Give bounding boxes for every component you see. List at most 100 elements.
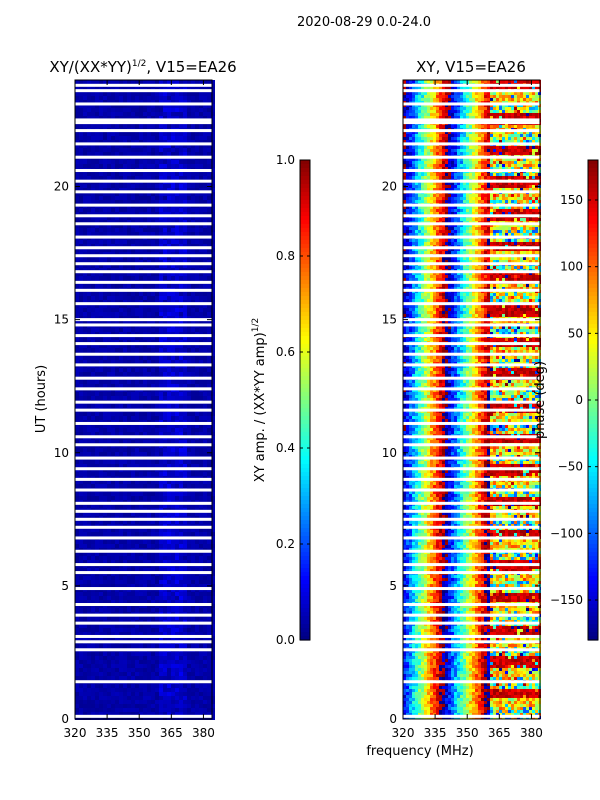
- amplitude-cell: [159, 328, 163, 332]
- amplitude-cell: [155, 396, 159, 400]
- amplitude-cell: [207, 496, 211, 500]
- amplitude-cell: [87, 164, 91, 168]
- amplitude-cell: [75, 592, 79, 596]
- amplitude-cell: [151, 152, 155, 156]
- amplitude-cell: [195, 152, 199, 156]
- amplitude-cell: [127, 312, 131, 316]
- amplitude-cell: [183, 496, 187, 500]
- amplitude-cell: [95, 560, 99, 564]
- amplitude-cell: [79, 448, 83, 452]
- amplitude-cell: [163, 356, 167, 360]
- amplitude-cell: [199, 208, 203, 212]
- amplitude-cell: [155, 116, 159, 120]
- amplitude-cell: [107, 624, 111, 628]
- amplitude-cell: [87, 220, 91, 224]
- amplitude-cell: [143, 336, 147, 340]
- amplitude-cell: [143, 512, 147, 516]
- amplitude-cell: [199, 628, 203, 632]
- amplitude-cell: [195, 124, 199, 128]
- amplitude-cell: [75, 112, 79, 116]
- amplitude-cell: [91, 504, 95, 508]
- amplitude-cell: [127, 240, 131, 244]
- amplitude-cell: [99, 100, 103, 104]
- amplitude-cell: [87, 372, 91, 376]
- amplitude-cell: [155, 140, 159, 144]
- amplitude-cell: [211, 192, 215, 196]
- amplitude-cell: [155, 560, 159, 564]
- amplitude-cell: [183, 356, 187, 360]
- amplitude-cell: [111, 320, 115, 324]
- amplitude-cell: [147, 432, 151, 436]
- amplitude-cell: [175, 232, 179, 236]
- amplitude-cell: [207, 644, 211, 648]
- amplitude-cell: [211, 244, 215, 248]
- amplitude-cell: [171, 356, 175, 360]
- amplitude-cell: [115, 304, 119, 308]
- amplitude-cell: [199, 212, 203, 216]
- amplitude-cell: [123, 312, 127, 316]
- amplitude-cell: [143, 528, 147, 532]
- amplitude-cell: [103, 220, 107, 224]
- amplitude-cell: [179, 116, 183, 120]
- amplitude-cell: [119, 472, 123, 476]
- amplitude-cell: [179, 208, 183, 212]
- amplitude-cell: [187, 264, 191, 268]
- amplitude-cell: [163, 124, 167, 128]
- amplitude-cell: [131, 512, 135, 516]
- amplitude-cell: [159, 100, 163, 104]
- amplitude-cell: [143, 208, 147, 212]
- amplitude-cell: [203, 108, 207, 112]
- amplitude-cell: [175, 108, 179, 112]
- amplitude-cell: [191, 472, 195, 476]
- amplitude-cell: [99, 348, 103, 352]
- amplitude-cell: [167, 480, 171, 484]
- amplitude-cell: [127, 568, 131, 572]
- amplitude-cell: [131, 480, 135, 484]
- amplitude-cell: [91, 144, 95, 148]
- amplitude-cell: [131, 228, 135, 232]
- amplitude-cell: [163, 320, 167, 324]
- amplitude-cell: [103, 484, 107, 488]
- amplitude-cell: [87, 160, 91, 164]
- amplitude-cell: [103, 216, 107, 220]
- amplitude-cell: [155, 520, 159, 524]
- amplitude-cell: [203, 416, 207, 420]
- amplitude-cell: [127, 112, 131, 116]
- amplitude-cell: [127, 232, 131, 236]
- amplitude-cell: [127, 132, 131, 136]
- amplitude-cell: [79, 432, 83, 436]
- amplitude-cell: [191, 576, 195, 580]
- amplitude-cell: [87, 308, 91, 312]
- amplitude-cell: [79, 512, 83, 516]
- amplitude-cell: [171, 232, 175, 236]
- amplitude-cell: [119, 116, 123, 120]
- amplitude-cell: [167, 232, 171, 236]
- amplitude-cell: [211, 328, 215, 332]
- amplitude-cell: [107, 628, 111, 632]
- amplitude-cell: [199, 300, 203, 304]
- amplitude-cell: [135, 244, 139, 248]
- amplitude-cell: [199, 600, 203, 604]
- amplitude-cell: [135, 268, 139, 272]
- amplitude-cell: [99, 440, 103, 444]
- amplitude-cell: [139, 164, 143, 168]
- amplitude-cell: [211, 340, 215, 344]
- amplitude-cell: [211, 80, 215, 84]
- amplitude-cell: [187, 560, 191, 564]
- amplitude-cell: [171, 608, 175, 612]
- amplitude-cell: [163, 308, 167, 312]
- amplitude-cell: [207, 532, 211, 536]
- amplitude-cell: [191, 412, 195, 416]
- amplitude-cell: [187, 212, 191, 216]
- amplitude-cell: [79, 372, 83, 376]
- amplitude-cell: [171, 504, 175, 508]
- amplitude-cell: [167, 568, 171, 572]
- amplitude-cell: [175, 380, 179, 384]
- amplitude-cell: [159, 176, 163, 180]
- amplitude-cell: [195, 544, 199, 548]
- amplitude-cell: [95, 616, 99, 620]
- amplitude-cell: [139, 360, 143, 364]
- amplitude-cell: [87, 212, 91, 216]
- amplitude-cell: [91, 232, 95, 236]
- amplitude-cell: [99, 212, 103, 216]
